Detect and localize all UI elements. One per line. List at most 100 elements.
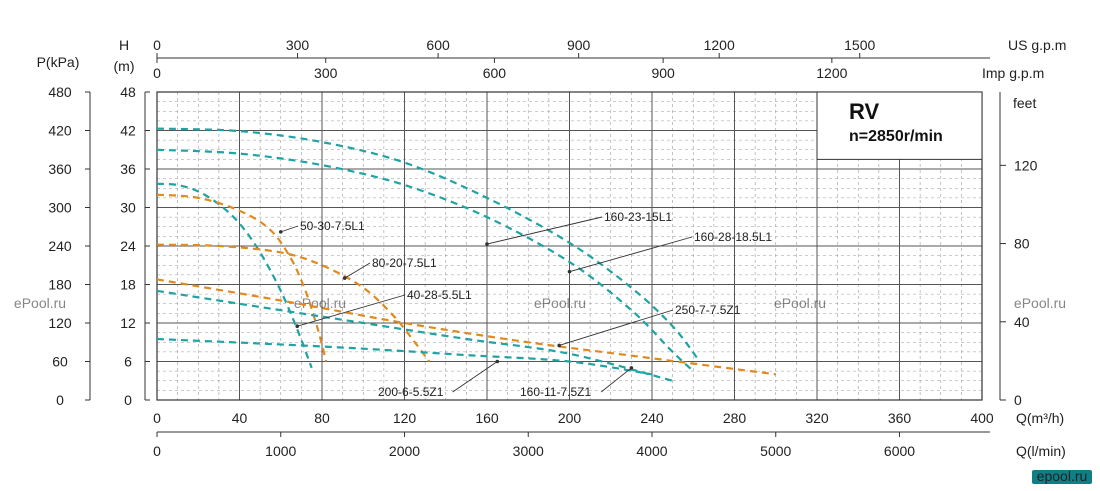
tick-label-imp-gpm: 900 [651,65,675,81]
leader-dot [629,366,634,370]
axis-label-imp-gpm: Imp g.p.m [982,65,1044,81]
tick-label-kpa: 300 [48,200,72,216]
curve-label-80-20-7-5l1: 80-20-7.5L1 [372,256,437,270]
tick-label-q-lmin: 6000 [884,443,915,459]
tick-label-q-lmin: 4000 [636,443,667,459]
leader-dot [485,242,489,246]
tick-label-imp-gpm: 300 [314,65,338,81]
chart-title: RV [849,99,879,124]
curve-labels: 160-23-15L1 160-28-18.5L1 50-30-7.5L1 80-20… [278,210,772,399]
tick-label-h: 30 [120,200,136,216]
curve-160-28-18-5l1 [156,127,699,359]
leader-dot [278,230,283,234]
tick-label-h: 0 [124,392,132,408]
curve-250-7-7-5z1 [156,278,776,376]
tick-label-kpa: 240 [48,238,72,254]
tick-label-q-m3h: 160 [475,410,499,426]
axis-label-q-lmin: Q(l/min) [1016,443,1066,459]
title-box [816,91,983,160]
tick-label-q-m3h: 40 [232,410,248,426]
tick-label-feet: 120 [1014,157,1038,173]
tick-label-h: 42 [120,123,136,139]
plot-frame [156,91,983,401]
curve-label-250-7-7-5z1: 250-7-7.5Z1 [675,303,741,317]
tick-label-h: 48 [120,84,136,100]
curves [156,127,776,382]
tick-label-q-lmin: 5000 [760,443,791,459]
leader-dot [567,269,572,274]
curve-label-200-6-5-5z1: 200-6-5.5Z1 [378,385,444,399]
tick-label-h: 18 [120,277,136,293]
tick-label-kpa: 180 [48,277,72,293]
tick-label-imp-gpm: 600 [483,65,507,81]
curve-label-160-23-15l1: 160-23-15L1 [604,210,672,224]
tick-label-q-m3h: 400 [970,410,994,426]
brand-logo-text: epool.ru [1037,468,1088,484]
curve-160-11-7-5z1 [156,337,653,376]
tick-label-q-lmin: 1000 [265,443,296,459]
tick-label-us-gpm: 0 [153,37,161,53]
leader-dot [295,324,300,329]
tick-label-us-gpm: 900 [567,37,591,53]
brand-logo-bg [1032,470,1092,484]
watermark-text: ePool.ru [774,295,826,311]
tick-label-h: 12 [120,315,136,331]
tick-label-us-gpm: 300 [286,37,310,53]
curve-label-50-30-7-5l1: 50-30-7.5L1 [300,219,365,233]
leader-line [297,294,406,327]
curve-label-160-11-7-5z1: 160-11-7.5Z1 [520,385,591,399]
tick-label-q-m3h: 360 [888,410,912,426]
tick-label-kpa: 480 [48,84,72,100]
curve-50-30-7-5l1 [156,182,313,369]
watermark-text: ePool.ru [1014,295,1066,311]
tick-label-h: 6 [124,354,132,370]
tick-label-q-m3h: 200 [558,410,582,426]
axis-label-us-gpm: US g.p.m [1008,37,1066,53]
axis-unit-h: (m) [114,58,135,74]
tick-label-kpa: 360 [48,161,72,177]
leader-line [600,367,632,393]
tick-label-h: 36 [120,161,136,177]
tick-label-imp-gpm: 0 [153,65,161,81]
leader-line [486,216,603,245]
watermark-text: ePool.ru [294,295,346,311]
tick-label-q-lmin: 3000 [513,443,544,459]
chart-subtitle: n=2850r/min [849,128,943,145]
tick-label-feet: 40 [1014,314,1030,330]
curve-160-23-15l1 [156,148,695,372]
leader-line [559,309,674,346]
tick-label-kpa: 420 [48,123,72,139]
tick-label-us-gpm: 600 [426,37,450,53]
tick-label-kpa: 60 [52,354,68,370]
leader-dot [495,359,500,364]
tick-label-kpa: 0 [56,392,64,408]
leader-dot [557,343,561,348]
axis-label-h: H [119,37,129,53]
tick-label-us-gpm: 1500 [844,37,875,53]
curve-label-160-28-18-5l1: 160-28-18.5L1 [694,230,772,244]
watermark-text: ePool.ru [14,295,66,311]
tick-label-feet: 80 [1014,236,1030,252]
tick-label-q-m3h: 280 [723,410,747,426]
tick-label-q-lmin: 0 [153,443,161,459]
leader-line [280,225,299,233]
tick-label-h: 24 [120,238,136,254]
tick-label-kpa: 120 [48,315,72,331]
tick-label-q-m3h: 80 [314,410,330,426]
curve-label-40-28-5-5l1: 40-28-5.5L1 [407,288,472,302]
leader-line [344,262,371,279]
leader-line [569,236,693,273]
tick-label-us-gpm: 1200 [704,37,735,53]
tick-label-q-m3h: 240 [640,410,664,426]
curve-80-20-7-5l1 [156,193,328,362]
tick-label-q-lmin: 2000 [389,443,420,459]
tick-label-imp-gpm: 1200 [816,65,847,81]
axis-label-q-m3h: Q(m³/h) [1016,410,1064,426]
tick-label-q-m3h: 0 [153,410,161,426]
watermark-text: ePool.ru [534,295,586,311]
leader-line [452,361,498,393]
tick-label-q-m3h: 120 [393,410,417,426]
tick-label-q-m3h: 320 [805,410,829,426]
axis-label-feet: feet [1013,95,1036,111]
